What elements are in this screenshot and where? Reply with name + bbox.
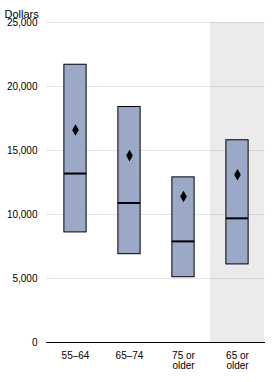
svg-text:10,000: 10,000	[7, 209, 38, 220]
svg-text:15,000: 15,000	[7, 145, 38, 156]
svg-text:Dollars: Dollars	[5, 8, 40, 20]
svg-text:20,000: 20,000	[7, 81, 38, 92]
svg-text:65 orolder: 65 orolder	[226, 350, 249, 371]
svg-text:75 orolder: 75 orolder	[172, 350, 195, 371]
svg-text:25,000: 25,000	[6, 16, 38, 28]
svg-text:65–74: 65–74	[116, 350, 144, 361]
svg-text:5,000: 5,000	[12, 273, 37, 284]
svg-text:0: 0	[32, 337, 38, 348]
svg-text:55–64: 55–64	[62, 350, 90, 361]
